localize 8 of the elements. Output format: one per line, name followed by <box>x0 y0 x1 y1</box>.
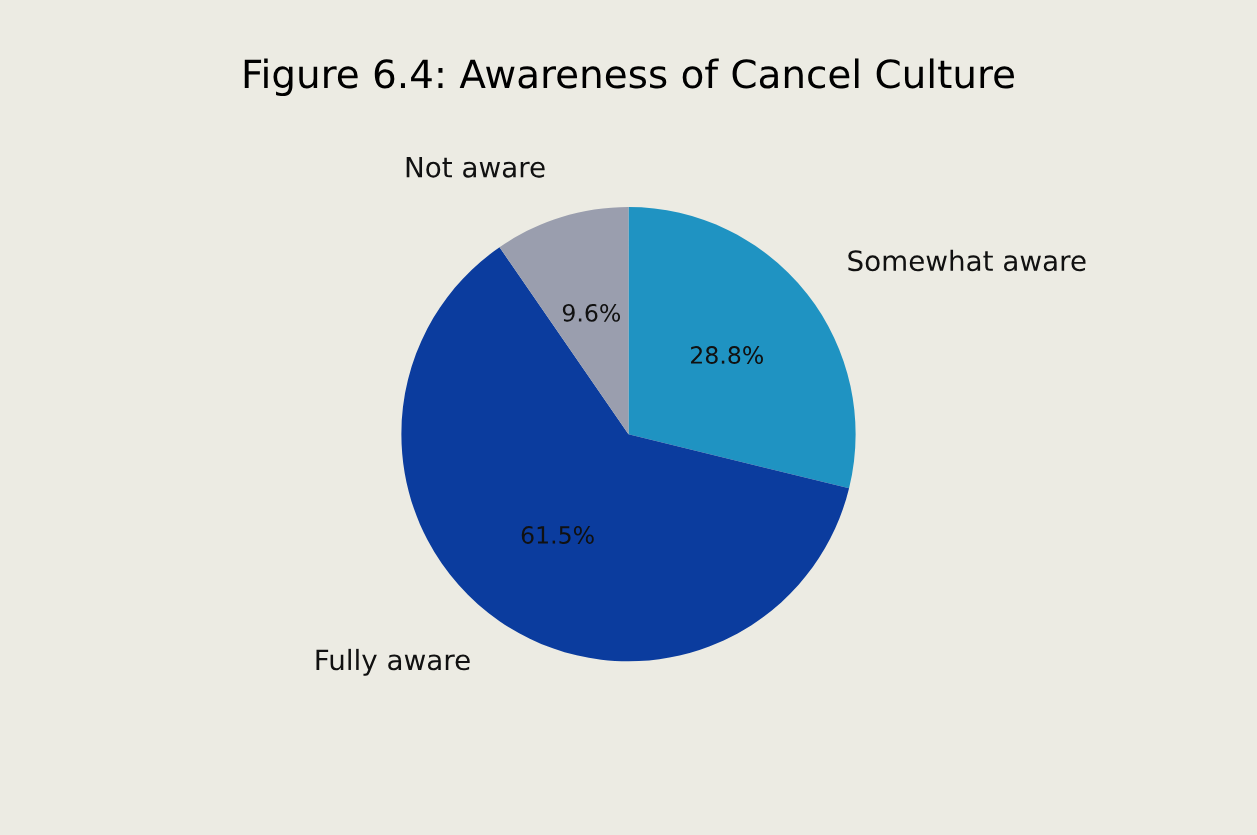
chart-title: Figure 6.4: Awareness of Cancel Culture <box>244 58 1014 97</box>
pie-slice <box>499 207 629 435</box>
data-label: 61.5% <box>521 526 594 544</box>
data-label: 28.8% <box>691 346 763 364</box>
data-label: 9.6% <box>562 303 621 322</box>
slice-label: Not aware <box>406 157 545 178</box>
slice-label: Somewhat aware <box>848 249 1086 272</box>
slice-label: Fully aware <box>316 648 470 676</box>
